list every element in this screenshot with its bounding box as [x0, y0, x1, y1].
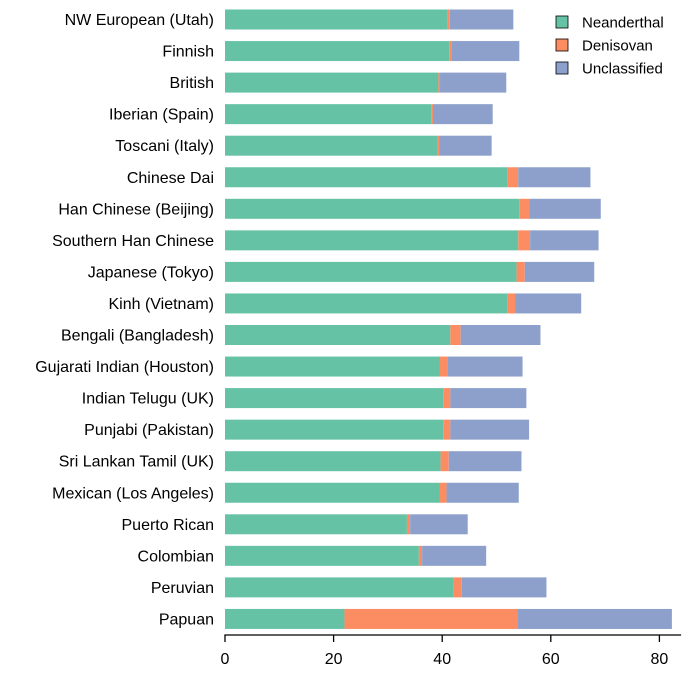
legend-label-denisovan: Denisovan	[582, 38, 653, 55]
bar-unclassified-18	[461, 577, 547, 598]
category-label: Sri Lankan Tamil (UK)	[59, 454, 214, 471]
bar-unclassified-13	[450, 419, 530, 440]
bar-unclassified-9	[515, 293, 582, 314]
category-label: NW European (Utah)	[65, 12, 214, 29]
bar-denisovan-12	[443, 388, 451, 409]
bar-denisovan-19	[344, 608, 518, 629]
bar-unclassified-2	[440, 72, 507, 93]
bar-neanderthal-15	[225, 482, 440, 503]
bar-unclassified-7	[530, 230, 599, 251]
bar-denisovan-5	[507, 167, 519, 188]
category-label: Colombian	[138, 548, 214, 565]
bar-denisovan-4	[437, 135, 440, 156]
bar-denisovan-7	[518, 230, 531, 251]
x-axis: 0 20 40 60 80	[221, 634, 682, 668]
x-tick-label: 20	[325, 651, 343, 668]
bar-neanderthal-0	[225, 9, 448, 30]
x-tick-label: 0	[221, 651, 230, 668]
category-label: Puerto Rican	[122, 517, 215, 534]
bar-unclassified-0	[449, 9, 514, 30]
legend: Neanderthal Denisovan Unclassified	[555, 15, 664, 78]
bar-unclassified-17	[422, 545, 487, 566]
legend-swatch-unclassified	[555, 61, 569, 75]
category-label: Chinese Dai	[127, 170, 214, 187]
bar-denisovan-2	[438, 72, 441, 93]
bar-denisovan-16	[406, 514, 411, 535]
bar-unclassified-14	[448, 451, 522, 472]
category-label: Indian Telugu (UK)	[82, 391, 214, 408]
category-label: Southern Han Chinese	[52, 233, 214, 250]
category-label: Papuan	[159, 611, 214, 628]
category-label: Japanese (Tokyo)	[88, 264, 214, 281]
bar-denisovan-14	[440, 451, 449, 472]
bar-unclassified-12	[450, 388, 527, 409]
bar-neanderthal-6	[225, 198, 520, 219]
bar-denisovan-17	[418, 545, 423, 566]
legend-label-neanderthal: Neanderthal	[582, 15, 664, 32]
category-label: Gujarati Indian (Houston)	[35, 359, 214, 376]
bar-unclassified-3	[432, 104, 493, 125]
bar-neanderthal-5	[225, 167, 508, 188]
bar-neanderthal-16	[225, 514, 407, 535]
bar-unclassified-6	[529, 198, 601, 219]
category-label: Toscani (Italy)	[115, 138, 214, 155]
bar-neanderthal-2	[225, 72, 439, 93]
bar-neanderthal-19	[225, 608, 345, 629]
bar-unclassified-4	[439, 135, 492, 156]
bar-denisovan-18	[453, 577, 462, 598]
bar-denisovan-0	[447, 9, 450, 30]
bar-neanderthal-12	[225, 388, 444, 409]
bar-unclassified-16	[410, 514, 468, 535]
category-label: Iberian (Spain)	[109, 107, 214, 124]
bar-denisovan-1	[449, 41, 452, 62]
bar-neanderthal-8	[225, 261, 517, 282]
bar-denisovan-13	[443, 419, 451, 440]
x-tick-label: 60	[542, 651, 560, 668]
bar-denisovan-15	[439, 482, 447, 503]
category-label: Peruvian	[151, 580, 214, 597]
category-label: Han Chinese (Beijing)	[58, 201, 214, 218]
bar-neanderthal-1	[225, 41, 450, 62]
bar-neanderthal-11	[225, 356, 440, 377]
category-label: Finnish	[162, 44, 214, 61]
bar-neanderthal-4	[225, 135, 438, 156]
bar-neanderthal-18	[225, 577, 454, 598]
bar-unclassified-19	[517, 608, 672, 629]
bar-neanderthal-3	[225, 104, 432, 125]
bar-unclassified-15	[446, 482, 519, 503]
category-label: Punjabi (Pakistan)	[84, 422, 214, 439]
bar-neanderthal-9	[225, 293, 508, 314]
bars-layer	[225, 9, 672, 629]
bar-denisovan-6	[519, 198, 530, 219]
bar-unclassified-1	[451, 41, 520, 62]
bar-unclassified-8	[524, 261, 595, 282]
bar-neanderthal-13	[225, 419, 444, 440]
x-tick-label: 80	[651, 651, 669, 668]
bar-unclassified-11	[447, 356, 523, 377]
bar-unclassified-10	[460, 325, 541, 345]
x-tick-label: 40	[433, 651, 451, 668]
category-labels: NW European (Utah) Finnish British Iberian …	[35, 12, 214, 628]
category-label: British	[170, 75, 214, 92]
category-label: Mexican (Los Angeles)	[52, 485, 214, 502]
bar-denisovan-8	[516, 261, 525, 282]
bar-denisovan-9	[507, 293, 516, 314]
bar-denisovan-3	[431, 104, 433, 125]
bar-neanderthal-10	[225, 325, 451, 345]
category-label: Bengali (Bangladesh)	[61, 328, 214, 345]
legend-swatch-neanderthal	[555, 15, 569, 29]
bar-unclassified-5	[518, 167, 591, 188]
bar-denisovan-10	[450, 325, 461, 345]
legend-label-unclassified: Unclassified	[582, 61, 663, 78]
bar-neanderthal-17	[225, 545, 419, 566]
category-label: Kinh (Vietnam)	[108, 296, 214, 313]
bar-neanderthal-7	[225, 230, 519, 251]
bar-neanderthal-14	[225, 451, 441, 472]
legend-swatch-denisovan	[555, 38, 569, 52]
bar-denisovan-11	[439, 356, 448, 377]
